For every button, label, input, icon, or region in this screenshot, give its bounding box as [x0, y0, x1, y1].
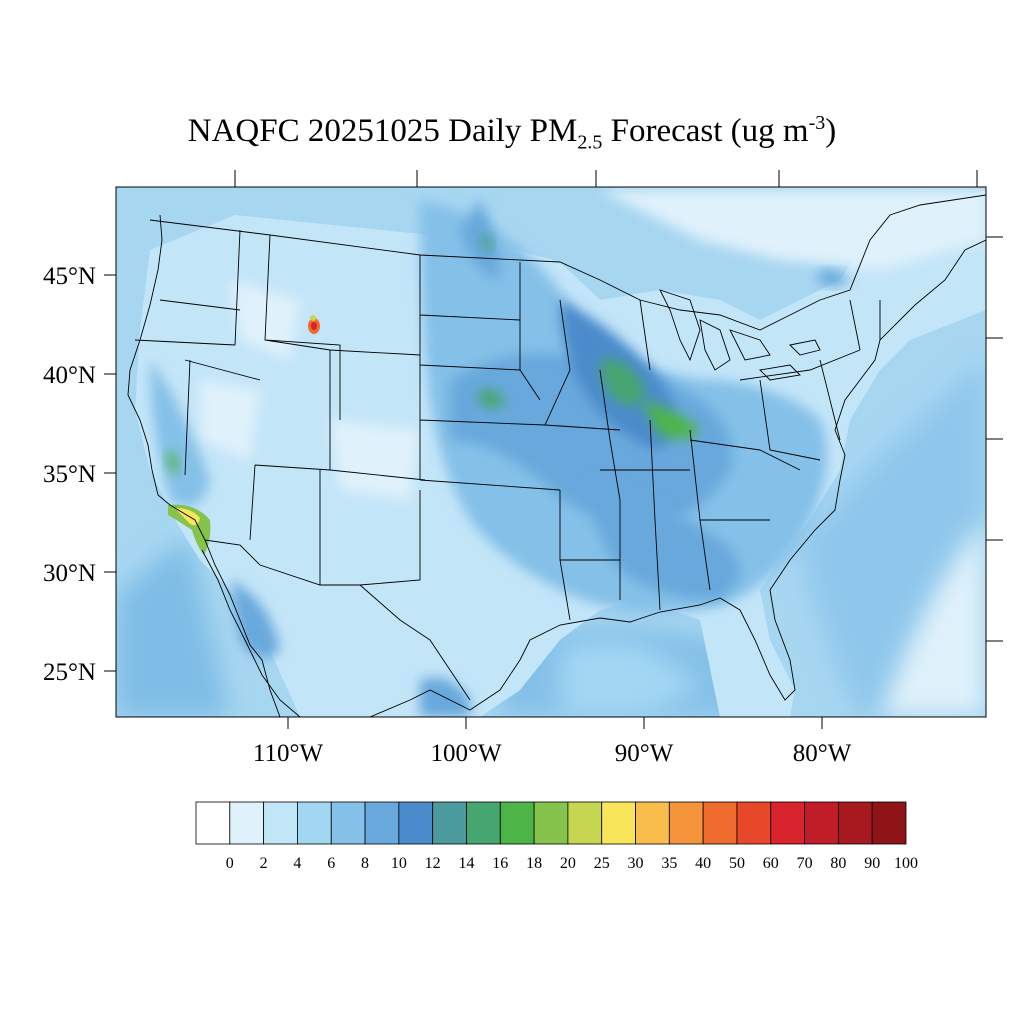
coastline-west [127, 214, 281, 717]
colorbar-swatch [567, 801, 603, 845]
colorbar-swatch [635, 801, 670, 845]
lat-label-40: 40°N [43, 362, 96, 389]
coastline-baja [201, 549, 301, 717]
colorbar-swatch [330, 801, 366, 845]
colorbar-label: 40 [695, 855, 711, 872]
colorbar-swatch [432, 801, 467, 845]
colorbar-label: 12 [425, 855, 441, 872]
lon-label-110: 110°W [253, 740, 324, 767]
concentration-field [116, 187, 986, 717]
lat-label-35: 35°N [43, 461, 96, 488]
colorbar-label: 20 [560, 855, 576, 872]
colorbar-label: 100 [894, 855, 918, 872]
colorbar-swatch [736, 801, 772, 845]
colorbar-swatch [533, 801, 569, 845]
lat-label-25: 25°N [43, 659, 96, 686]
border-mexico [204, 539, 471, 701]
colorbar-label: 0 [226, 855, 234, 872]
colorbar-swatch [229, 801, 265, 845]
state-lines [134, 229, 881, 621]
colorbar-label: 30 [628, 855, 644, 872]
longitude-labels: 110°W 100°W 90°W 80°W [253, 740, 852, 767]
colorbar-label: 18 [526, 855, 542, 872]
colorbar-label: 10 [391, 855, 407, 872]
lon-label-100: 100°W [430, 740, 501, 767]
colorbar-label: 8 [361, 855, 369, 872]
colorbar-label: 6 [327, 855, 335, 872]
colorbar-label: 35 [661, 855, 677, 872]
colorbar-label: 2 [260, 855, 268, 872]
boundaries [127, 194, 986, 717]
colorbar-swatch [804, 801, 839, 845]
tick-marks [104, 170, 1003, 729]
coastline-gulf [369, 589, 796, 717]
lat-label-30: 30°N [43, 560, 96, 587]
colorbar-swatch [466, 801, 501, 845]
colorbar-swatch [871, 801, 907, 845]
lon-label-80: 80°W [793, 740, 852, 767]
great-lakes [659, 289, 821, 381]
colorbar-swatch [601, 801, 636, 845]
colorbar-swatch [770, 801, 805, 845]
colorbar-label: 70 [797, 855, 813, 872]
colorbar-swatch [364, 801, 400, 845]
border-canada [149, 194, 986, 331]
colorbar-label: 16 [492, 855, 508, 872]
colorbar-swatch [702, 801, 738, 845]
colorbar-swatch [837, 801, 873, 845]
colorbar-label: 14 [458, 855, 474, 872]
colorbar-swatch [297, 801, 332, 845]
colorbar-label: 90 [864, 855, 880, 872]
colorbar-swatch [195, 801, 231, 845]
colorbar-swatch [398, 801, 434, 845]
latitude-labels: 45°N 40°N 35°N 30°N 25°N [43, 263, 96, 686]
coastline-east [769, 239, 986, 591]
colorbar: 0 2 4 6 8 10 12 14 16 18 20 25 30 35 40 50 60 70 80 90 100 [195, 801, 918, 872]
lat-label-45: 45°N [43, 263, 96, 290]
colorbar-label: 25 [594, 855, 610, 872]
colorbar-swatch [499, 801, 535, 845]
colorbar-label: 60 [763, 855, 779, 872]
colorbar-label: 50 [729, 855, 745, 872]
lon-label-90: 90°W [615, 740, 674, 767]
colorbar-swatch [668, 801, 704, 845]
colorbar-label: 80 [830, 855, 846, 872]
map-frame [115, 186, 987, 718]
colorbar-label: 4 [293, 855, 301, 872]
map-title: NAQFC 20251025 Daily PM2.5 Forecast (ug … [187, 112, 837, 154]
socal-plume [168, 504, 211, 555]
colorbar-swatch [263, 801, 298, 845]
